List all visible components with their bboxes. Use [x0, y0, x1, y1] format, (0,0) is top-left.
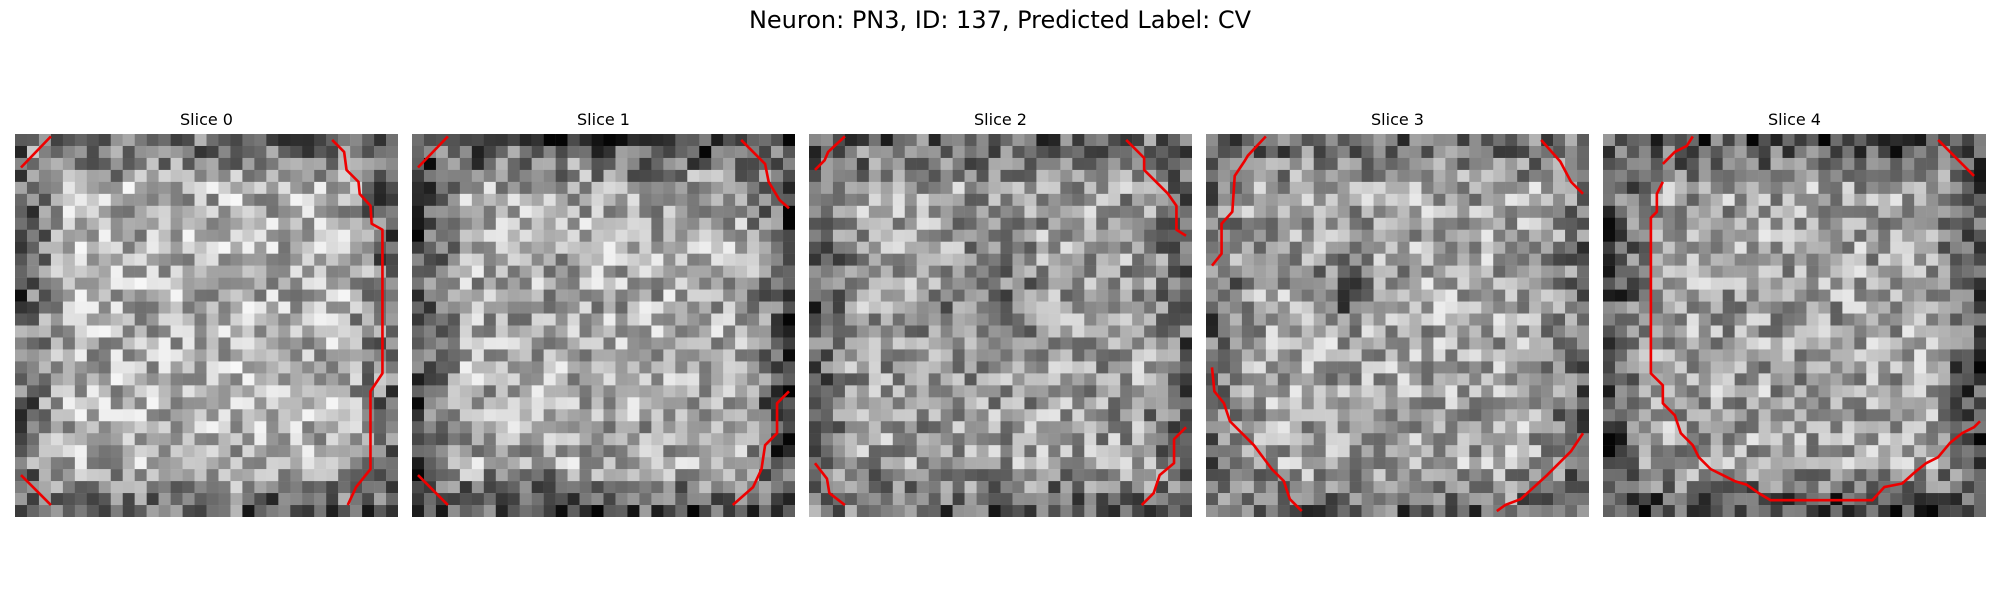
slice-image — [412, 134, 795, 517]
slice-title: Slice 0 — [15, 108, 398, 132]
slice-title: Slice 2 — [809, 108, 1192, 132]
pixel-grid — [809, 134, 1192, 517]
slice-title: Slice 3 — [1206, 108, 1589, 132]
slice-image — [809, 134, 1192, 517]
slice-title: Slice 4 — [1603, 108, 1986, 132]
pixel-grid — [1603, 134, 1986, 517]
pixel-grid — [15, 134, 398, 517]
slice-panel-2: Slice 2 — [809, 108, 1192, 517]
slice-image — [15, 134, 398, 517]
slice-panel-4: Slice 4 — [1603, 108, 1986, 517]
slice-title: Slice 1 — [412, 108, 795, 132]
slice-panel-1: Slice 1 — [412, 108, 795, 517]
slice-panel-3: Slice 3 — [1206, 108, 1589, 517]
slice-image — [1206, 134, 1589, 517]
figure-title: Neuron: PN3, ID: 137, Predicted Label: C… — [0, 6, 2000, 34]
pixel-grid — [412, 134, 795, 517]
slice-panel-0: Slice 0 — [15, 108, 398, 517]
slice-image — [1603, 134, 1986, 517]
